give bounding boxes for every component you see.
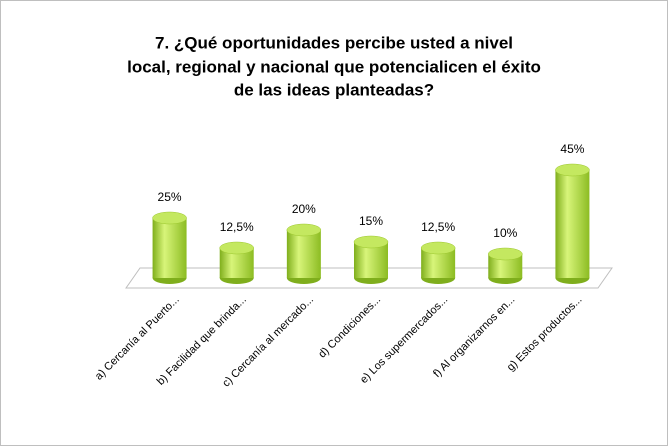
cylinder-top: [555, 163, 590, 177]
cylinder: [555, 170, 590, 278]
value-label: 45%: [560, 142, 584, 156]
value-label: 20%: [292, 202, 316, 216]
cylinder-top: [219, 241, 254, 255]
cylinder-top: [488, 247, 523, 261]
cylinder: [286, 230, 321, 278]
value-label: 10%: [493, 226, 517, 240]
value-label: 25%: [158, 190, 182, 204]
value-label: 12,5%: [421, 220, 455, 234]
cylinder: [152, 218, 187, 278]
cylinder-top: [152, 211, 187, 225]
chart-title: de las ideas planteadas?: [234, 80, 434, 99]
value-label: 15%: [359, 214, 383, 228]
value-label: 12,5%: [220, 220, 254, 234]
cylinder-top: [420, 241, 456, 255]
chart-title: 7. ¿Qué oportunidades percibe usted a ni…: [155, 33, 513, 52]
chart-title: local, regional y nacional que potencial…: [127, 57, 541, 76]
cylinder-top: [353, 235, 389, 249]
cylinder-top: [286, 223, 322, 237]
